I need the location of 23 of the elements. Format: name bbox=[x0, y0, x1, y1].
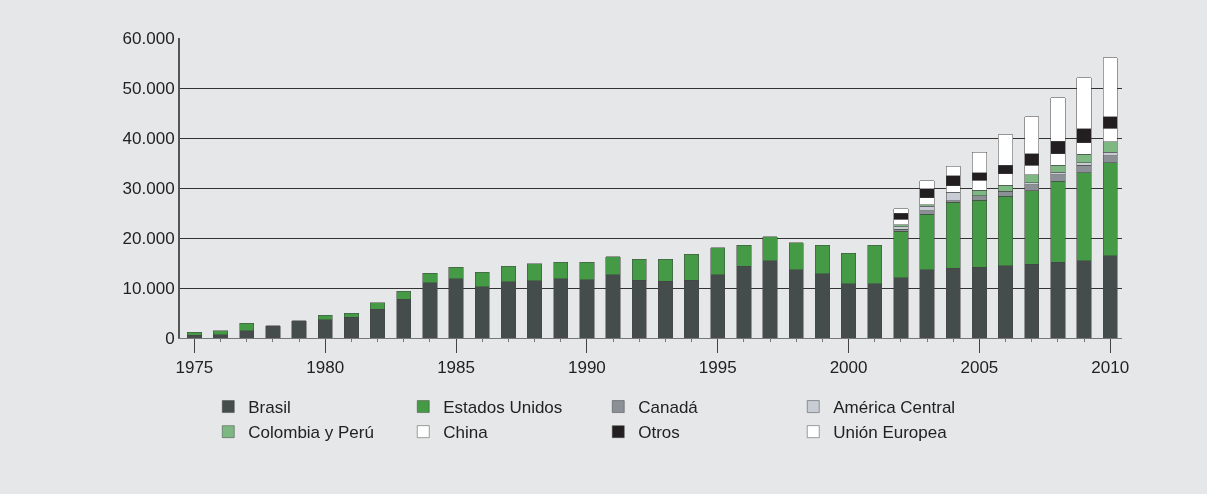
x-tick-label: 2000 bbox=[829, 358, 868, 378]
legend-label: Unión Europea bbox=[833, 423, 948, 443]
x-tick-label: 1990 bbox=[567, 358, 606, 378]
x-tick-label: 1975 bbox=[175, 358, 214, 378]
x-tick-label: 1995 bbox=[698, 358, 737, 378]
y-tick-label: 30.000 bbox=[122, 178, 175, 198]
y-tick-label: 0 bbox=[165, 328, 175, 348]
legend-label: Estados Unidos bbox=[443, 398, 563, 418]
x-tick-label: 2010 bbox=[1091, 358, 1130, 378]
legend-label: Canadá bbox=[638, 398, 699, 418]
y-tick-label: 60.000 bbox=[122, 28, 175, 48]
y-tick-label: 10.000 bbox=[122, 278, 175, 298]
x-tick-label: 2005 bbox=[960, 358, 999, 378]
legend-label: Otros bbox=[638, 423, 680, 443]
x-tick-label: 1980 bbox=[306, 358, 345, 378]
legend-label: América Central bbox=[833, 398, 956, 418]
legend-label: Brasil bbox=[248, 398, 291, 418]
y-tick-label: 50.000 bbox=[122, 78, 175, 98]
y-tick-label: 20.000 bbox=[122, 228, 175, 248]
x-tick-label: 1985 bbox=[437, 358, 475, 378]
legend-label: Colombia y Perú bbox=[248, 423, 374, 443]
legend-label: China bbox=[443, 423, 489, 443]
y-tick-label: 40.000 bbox=[122, 128, 175, 148]
